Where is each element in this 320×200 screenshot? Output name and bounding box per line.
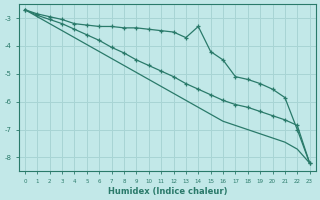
X-axis label: Humidex (Indice chaleur): Humidex (Indice chaleur) bbox=[108, 187, 227, 196]
